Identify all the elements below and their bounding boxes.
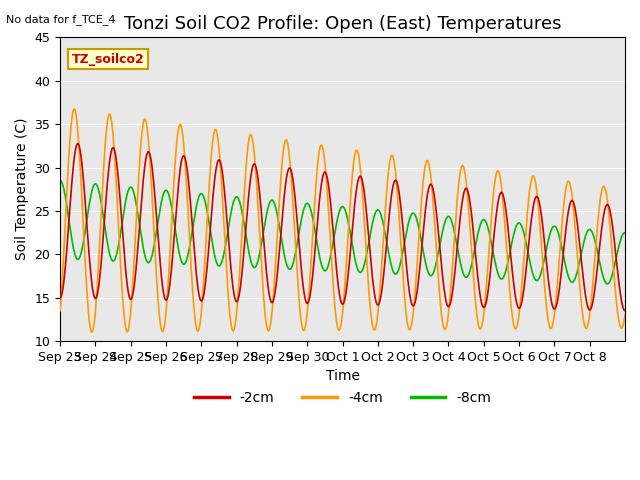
Text: TZ_soilco2: TZ_soilco2 bbox=[72, 52, 144, 66]
Y-axis label: Soil Temperature (C): Soil Temperature (C) bbox=[15, 118, 29, 261]
Legend: -2cm, -4cm, -8cm: -2cm, -4cm, -8cm bbox=[188, 385, 497, 410]
Text: No data for f_TCE_4: No data for f_TCE_4 bbox=[6, 14, 116, 25]
Title: Tonzi Soil CO2 Profile: Open (East) Temperatures: Tonzi Soil CO2 Profile: Open (East) Temp… bbox=[124, 15, 561, 33]
X-axis label: Time: Time bbox=[326, 370, 360, 384]
